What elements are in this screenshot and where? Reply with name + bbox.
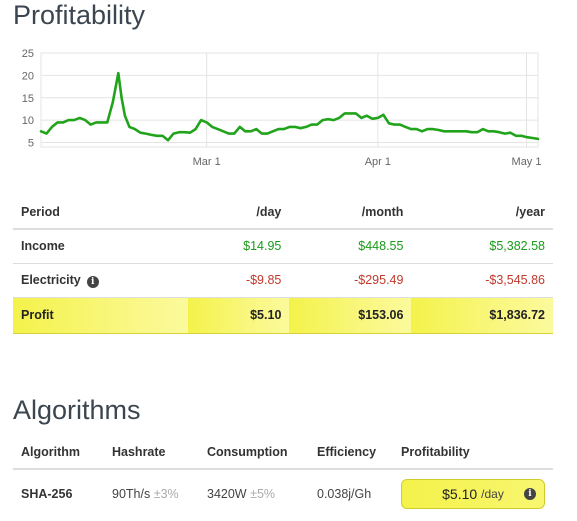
y-tick-label: 10 (22, 115, 34, 127)
col-profitability: Profitability (393, 435, 553, 470)
income-year: $5,382.58 (411, 229, 553, 264)
profit-month: $153.06 (289, 296, 412, 334)
profitability-cell: $5.10 /day i (393, 469, 553, 517)
x-tick-label: Apr 1 (365, 156, 391, 168)
algorithms-table: Algorithm Hashrate Consumption Efficienc… (13, 435, 553, 517)
income-day: $14.95 (188, 229, 290, 264)
row-electricity: Electricity i -$9.85 -$295.49 -$3,545.86 (13, 263, 553, 298)
col-hashrate: Hashrate (104, 435, 199, 470)
col-day: /day (188, 195, 290, 230)
profitability-unit: /day (481, 486, 504, 501)
income-month: $448.55 (289, 229, 412, 264)
profitability-table: Period /day /month /year Income $14.95 $… (13, 195, 553, 334)
row-label: Electricity i (13, 263, 189, 298)
algorithms-title: Algorithms (13, 395, 141, 425)
x-tick-label: May 1 (512, 156, 542, 168)
info-icon[interactable]: i (86, 275, 99, 288)
col-year: /year (411, 195, 553, 230)
col-month: /month (289, 195, 412, 230)
electricity-day: -$9.85 (188, 263, 290, 298)
col-efficiency: Efficiency (309, 435, 393, 470)
algorithm-row: SHA-256 90Th/s ±3% 3420W ±5% 0.038j/Gh $… (13, 469, 553, 517)
profitability-chart: 25 20 15 10 5 Mar 1 Apr 1 May 1 (22, 48, 542, 168)
profit-year: $1,836.72 (411, 296, 553, 334)
row-profit: Profit $5.10 $153.06 $1,836.72 (13, 296, 553, 334)
efficiency-value: 0.038j/Gh (317, 486, 372, 501)
col-algorithm: Algorithm (13, 435, 104, 470)
consumption-value: 3420W (207, 486, 247, 501)
consumption-cell: 3420W ±5% (199, 469, 309, 517)
hashrate-tolerance: ±3% (153, 486, 179, 501)
y-tick-label: 20 (22, 70, 34, 82)
y-tick-label: 25 (22, 48, 34, 60)
electricity-month: -$295.49 (289, 263, 412, 298)
col-consumption: Consumption (199, 435, 309, 470)
x-tick-label: Mar 1 (193, 156, 221, 168)
algorithm-name: SHA-256 (21, 486, 73, 501)
plot-frame (40, 52, 539, 148)
y-tick-label: 15 (22, 93, 34, 105)
y-tick-label: 5 (28, 138, 34, 150)
electricity-year: -$3,545.86 (411, 263, 553, 298)
electricity-label: Electricity (21, 272, 81, 287)
profitability-value: $5.10 (442, 485, 478, 502)
info-icon[interactable]: i (524, 487, 536, 500)
col-period: Period (13, 195, 189, 230)
hashrate-value: 90Th/s (112, 486, 151, 501)
hashrate-cell: 90Th/s ±3% (104, 469, 199, 517)
profitability-title: Profitability (13, 0, 146, 30)
row-label: Income (13, 229, 189, 264)
profit-day: $5.10 (188, 296, 290, 334)
consumption-tolerance: ±5% (250, 486, 276, 501)
row-income: Income $14.95 $448.55 $5,382.58 (13, 229, 553, 264)
profitability-line (39, 71, 540, 142)
profitability-badge: $5.10 /day i (401, 478, 545, 509)
row-label: Profit (13, 296, 189, 334)
